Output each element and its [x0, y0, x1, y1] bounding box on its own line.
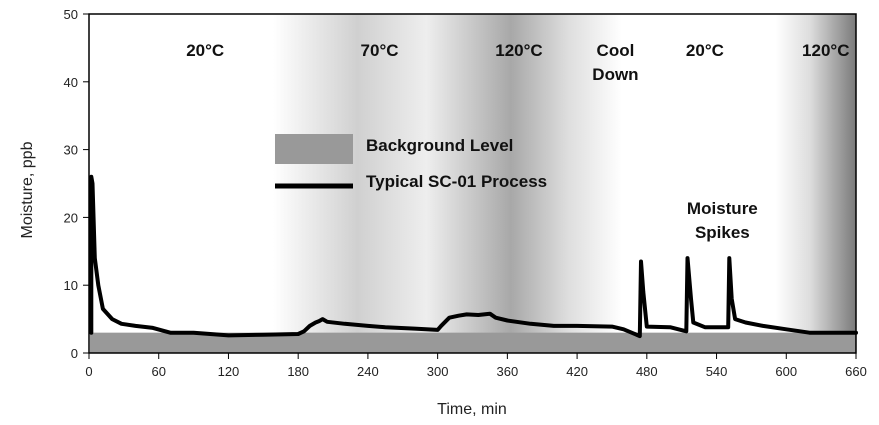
y-tick-label: 10 — [64, 278, 78, 293]
legend-label-background: Background Level — [366, 136, 513, 155]
region-label: Cool — [597, 41, 635, 60]
series-line-sc01-process — [89, 174, 858, 339]
x-tick-label: 540 — [706, 364, 728, 379]
legend-label-process: Typical SC-01 Process — [366, 172, 547, 191]
series-layer — [89, 174, 858, 339]
x-tick-label: 420 — [566, 364, 588, 379]
y-tick-label: 20 — [64, 210, 78, 225]
y-axis-title: Moisture, ppb — [19, 141, 36, 238]
region-label: 120°C — [495, 41, 542, 60]
annotation-moisture-spikes-line2: Spikes — [695, 223, 750, 242]
x-tick-label: 240 — [357, 364, 379, 379]
x-tick-label: 480 — [636, 364, 658, 379]
x-tick-label: 360 — [497, 364, 519, 379]
x-tick-label: 600 — [775, 364, 797, 379]
region-label: 20°C — [686, 41, 724, 60]
x-tick-label: 180 — [287, 364, 309, 379]
y-tick-label: 0 — [71, 346, 78, 361]
region-label: 70°C — [361, 41, 399, 60]
legend: Background Level Typical SC-01 Process — [275, 134, 547, 191]
x-tick-label: 60 — [151, 364, 165, 379]
y-tick-label: 40 — [64, 75, 78, 90]
legend-swatch-background — [275, 134, 353, 164]
plot-frame — [88, 13, 857, 354]
region-label: 120°C — [802, 41, 849, 60]
annotations: Moisture Spikes — [687, 199, 758, 242]
y-axis: 0 10 20 30 40 50 — [64, 7, 89, 361]
x-axis: 0 60 120 180 240 300 360 420 480 540 600 660 — [85, 353, 867, 379]
y-tick-label: 50 — [64, 7, 78, 22]
background-level-band-rect — [90, 332, 855, 353]
region-label-line2: Down — [592, 65, 638, 84]
y-tick-label: 30 — [64, 143, 78, 158]
annotation-moisture-spikes: Moisture — [687, 199, 758, 218]
x-tick-label: 300 — [427, 364, 449, 379]
x-tick-label: 120 — [218, 364, 240, 379]
background-level-band — [90, 332, 855, 353]
temperature-region-labels: 20°C 70°C 120°C Cool Down 20°C 120°C — [186, 41, 849, 84]
x-axis-title: Time, min — [437, 401, 507, 418]
region-label: 20°C — [186, 41, 224, 60]
x-tick-label: 0 — [85, 364, 92, 379]
x-tick-label: 660 — [845, 364, 867, 379]
